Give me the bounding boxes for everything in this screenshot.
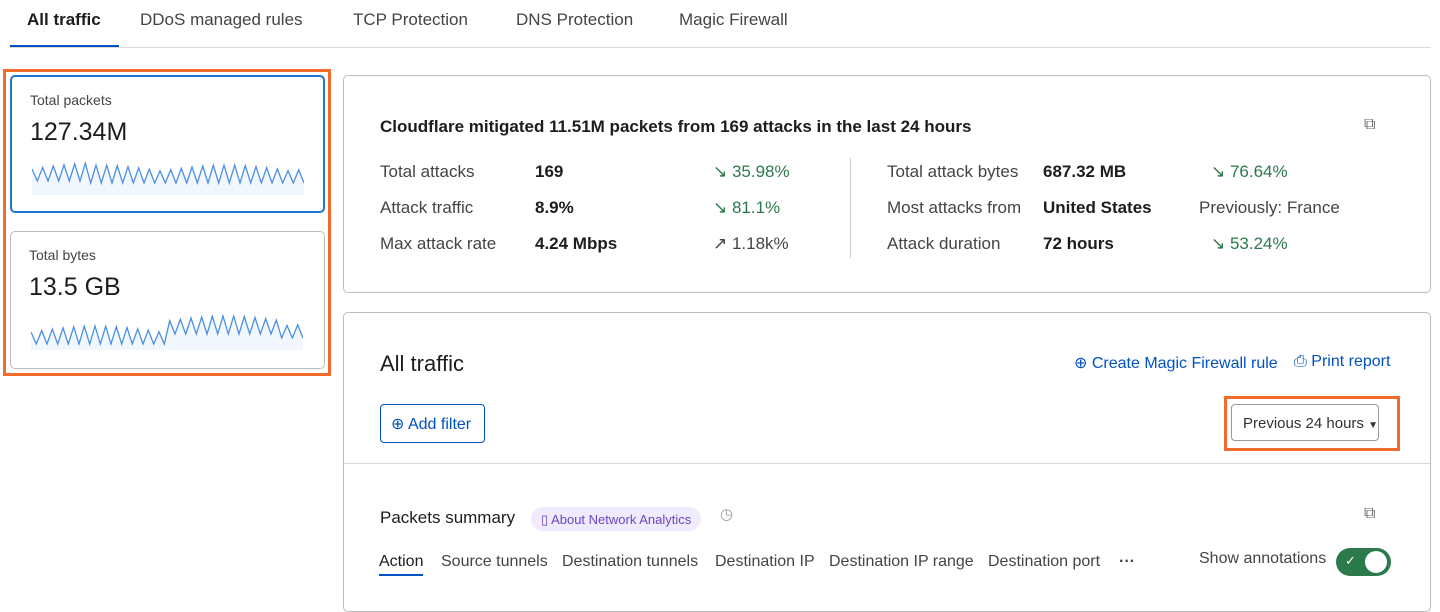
- metric-value: 127.34M: [30, 118, 128, 146]
- check-icon: ✓: [1345, 553, 1356, 568]
- metric-label: Total bytes: [29, 247, 96, 263]
- packets-tab-destination-ip[interactable]: Destination IP: [715, 553, 815, 570]
- stat-value: 8.9%: [535, 198, 574, 217]
- stat-label: Attack duration: [887, 234, 1001, 253]
- metric-card-total-packets[interactable]: Total packets 127.34M: [10, 75, 325, 213]
- stat-label: Most attacks from: [887, 198, 1022, 217]
- time-range-select[interactable]: Previous 24 hours ▼: [1231, 404, 1379, 441]
- stat-change: ↘ 76.64%: [1211, 162, 1288, 181]
- about-network-analytics-link[interactable]: ▯ About Network Analytics: [531, 507, 702, 531]
- stat-change: ↗ 1.18k%: [713, 234, 789, 253]
- more-tabs-icon[interactable]: ···: [1119, 553, 1135, 570]
- trend-down-icon: ↘: [1211, 234, 1230, 253]
- tab-dns-protection[interactable]: DNS Protection: [516, 10, 634, 29]
- stat-label: Total attack bytes: [887, 162, 1019, 181]
- stat-label: Max attack rate: [380, 234, 497, 253]
- packets-tab-destination-port[interactable]: Destination port: [988, 553, 1101, 570]
- tab-magic-firewall[interactable]: Magic Firewall: [679, 10, 788, 29]
- stat-value: United States: [1043, 198, 1152, 217]
- divider: [344, 463, 1430, 464]
- stat-change: ↘ 81.1%: [713, 198, 781, 217]
- tab-bar: All traffic DDoS managed rules TCP Prote…: [10, 0, 1431, 48]
- stat-change: ↘ 35.98%: [713, 162, 790, 181]
- stat-value: 169: [535, 162, 564, 181]
- stat-label: Attack traffic: [380, 198, 474, 217]
- add-filter-button[interactable]: ⊕ Add filter: [380, 404, 485, 443]
- trend-down-icon: ↘: [713, 162, 732, 181]
- tab-ddos-managed-rules[interactable]: DDoS managed rules: [140, 10, 303, 29]
- clock-icon: ◷: [720, 506, 734, 523]
- summary-headline: Cloudflare mitigated 11.51M packets from…: [380, 117, 972, 136]
- caret-down-icon: ▼: [1368, 420, 1378, 431]
- metric-card-total-bytes[interactable]: Total bytes 13.5 GB: [10, 231, 325, 369]
- stat-change: Previously: France: [1199, 198, 1340, 217]
- printer-icon: ⎙: [1294, 353, 1307, 370]
- sparkline: [32, 160, 304, 195]
- stat-label: Total attacks: [380, 162, 475, 181]
- toggle-knob: [1365, 551, 1387, 573]
- highlight-box: [3, 69, 331, 376]
- packets-summary-title: Packets summary: [380, 508, 516, 527]
- metric-label: Total packets: [30, 92, 112, 108]
- stat-change: ↘ 53.24%: [1211, 234, 1288, 253]
- tab-all-traffic[interactable]: All traffic: [27, 10, 101, 29]
- book-icon: ▯: [541, 512, 549, 527]
- highlight-box: [1224, 396, 1400, 451]
- create-firewall-rule-link[interactable]: ⊕ Create Magic Firewall rule: [1074, 355, 1278, 372]
- metric-value: 13.5 GB: [29, 273, 121, 301]
- divider: [850, 158, 851, 258]
- packets-tab-source-tunnels[interactable]: Source tunnels: [441, 553, 548, 570]
- trend-up-icon: ↗: [713, 234, 732, 253]
- tab-tcp-protection[interactable]: TCP Protection: [353, 10, 468, 29]
- packets-tab-destination-ip-range[interactable]: Destination IP range: [829, 553, 974, 570]
- copy-icon[interactable]: ⧉: [1364, 505, 1376, 522]
- trend-down-icon: ↘: [1211, 162, 1230, 181]
- trend-down-icon: ↘: [713, 198, 732, 217]
- stat-value: 687.32 MB: [1043, 162, 1127, 181]
- print-report-link[interactable]: ⎙ Print report: [1294, 353, 1391, 370]
- section-title: All traffic: [380, 351, 464, 376]
- packets-tab-destination-tunnels[interactable]: Destination tunnels: [562, 553, 699, 570]
- plus-circle-icon: ⊕: [391, 416, 405, 433]
- stat-value: 4.24 Mbps: [535, 234, 618, 253]
- show-annotations-label: Show annotations: [1199, 550, 1327, 567]
- sparkline: [31, 313, 303, 350]
- attack-summary-card: Cloudflare mitigated 11.51M packets from…: [343, 75, 1431, 293]
- active-tab-indicator: [10, 45, 119, 47]
- stat-value: 72 hours: [1043, 234, 1114, 253]
- show-annotations-toggle[interactable]: ✓: [1336, 548, 1391, 576]
- packets-tab-action[interactable]: Action: [379, 553, 424, 576]
- copy-icon[interactable]: ⧉: [1364, 116, 1376, 133]
- plus-circle-icon: ⊕: [1074, 355, 1088, 372]
